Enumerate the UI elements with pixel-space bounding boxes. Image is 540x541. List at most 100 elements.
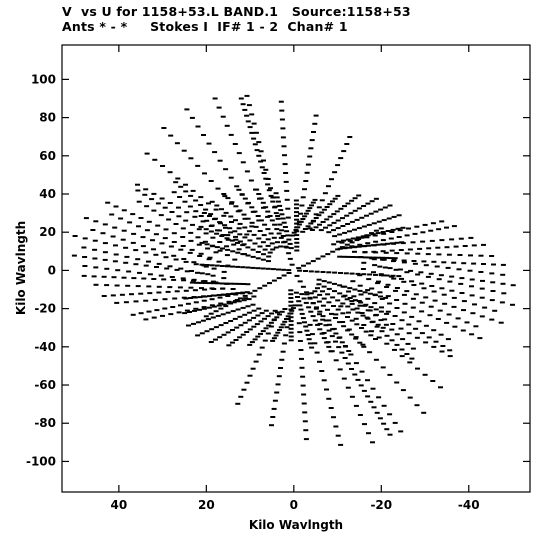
uv-point [350, 280, 356, 283]
uv-point [242, 294, 248, 297]
uv-point [298, 220, 304, 223]
uv-point [294, 211, 299, 214]
uv-point [156, 291, 162, 294]
uv-point [237, 297, 243, 300]
uv-point [337, 284, 343, 287]
uv-point [362, 256, 368, 259]
uv-point [490, 281, 496, 284]
uv-point [227, 227, 233, 230]
uv-point [265, 183, 271, 186]
uv-point [182, 200, 188, 203]
uv-point [366, 223, 372, 226]
uv-point [333, 340, 338, 343]
uv-point [335, 219, 341, 222]
uv-point [203, 208, 209, 211]
uv-point [510, 303, 515, 306]
uv-point [361, 345, 367, 348]
uv-point [329, 312, 334, 315]
uv-point [294, 234, 300, 237]
uv-point [208, 341, 214, 343]
x-axis-label: Kilo Wavlngth [249, 518, 343, 532]
uv-point [195, 334, 201, 337]
uv-point [104, 284, 110, 287]
y-axis-label: Kilo Wavlngth [14, 221, 28, 315]
uv-point [224, 254, 230, 257]
uv-point [350, 308, 356, 311]
uv-point [333, 313, 339, 316]
uv-point [205, 273, 211, 276]
uv-point [129, 293, 134, 296]
uv-point [212, 218, 217, 221]
uv-point [367, 273, 373, 276]
uv-point [455, 317, 461, 320]
uv-point [196, 321, 201, 324]
uv-point [394, 299, 400, 301]
uv-point [446, 253, 452, 256]
uv-point [155, 202, 161, 205]
uv-point [288, 247, 294, 250]
uv-point [330, 250, 336, 253]
uv-point [376, 396, 382, 399]
uv-point [180, 277, 186, 280]
uv-point [112, 226, 118, 229]
uv-point [188, 194, 194, 197]
uv-point [349, 319, 355, 322]
uv-point [203, 232, 209, 235]
uv-point [228, 215, 234, 218]
uv-point [146, 285, 152, 288]
uv-point [282, 226, 288, 228]
uv-point [349, 368, 354, 370]
uv-point [331, 416, 336, 419]
uv-point [183, 289, 189, 292]
uv-point [209, 328, 215, 331]
uv-point [333, 332, 339, 335]
uv-point [373, 229, 379, 232]
uv-point [81, 274, 87, 277]
uv-point [384, 274, 390, 277]
uv-point [452, 325, 458, 328]
uv-point [381, 404, 387, 407]
uv-point [346, 350, 352, 352]
uv-point [183, 190, 189, 193]
uv-point [279, 213, 285, 216]
uv-point [236, 248, 242, 251]
uv-point [265, 332, 271, 335]
uv-point [124, 255, 130, 258]
uv-point [361, 324, 367, 326]
uv-point [211, 294, 217, 297]
uv-point [282, 163, 288, 166]
uv-point [221, 303, 227, 306]
uv-point [360, 314, 366, 317]
uv-point [250, 367, 256, 370]
uv-point [325, 253, 331, 256]
uv-point [499, 301, 505, 304]
uv-point [246, 319, 252, 322]
uv-point [500, 282, 506, 285]
uv-point [399, 319, 405, 322]
uv-point [412, 232, 418, 235]
uv-point [331, 243, 337, 246]
uv-point [318, 229, 324, 232]
uv-point [226, 293, 231, 296]
uv-point [208, 230, 214, 233]
uv-point [491, 263, 496, 266]
uv-point [219, 235, 225, 237]
uv-point [112, 260, 118, 263]
uv-point [237, 336, 243, 339]
uv-point [249, 225, 255, 228]
uv-point [189, 248, 195, 251]
uv-point [288, 335, 294, 338]
uv-point [384, 256, 390, 259]
uv-point [394, 287, 400, 289]
uv-point [361, 389, 367, 392]
uv-point [208, 312, 214, 315]
uv-point [268, 187, 273, 190]
uv-point [326, 231, 332, 234]
uv-point [224, 282, 230, 285]
uv-point [244, 381, 250, 384]
uv-point [174, 142, 180, 145]
uv-point [255, 251, 261, 253]
x-tick-label: -40 [458, 498, 480, 512]
uv-point [489, 272, 495, 275]
uv-point [382, 206, 388, 209]
